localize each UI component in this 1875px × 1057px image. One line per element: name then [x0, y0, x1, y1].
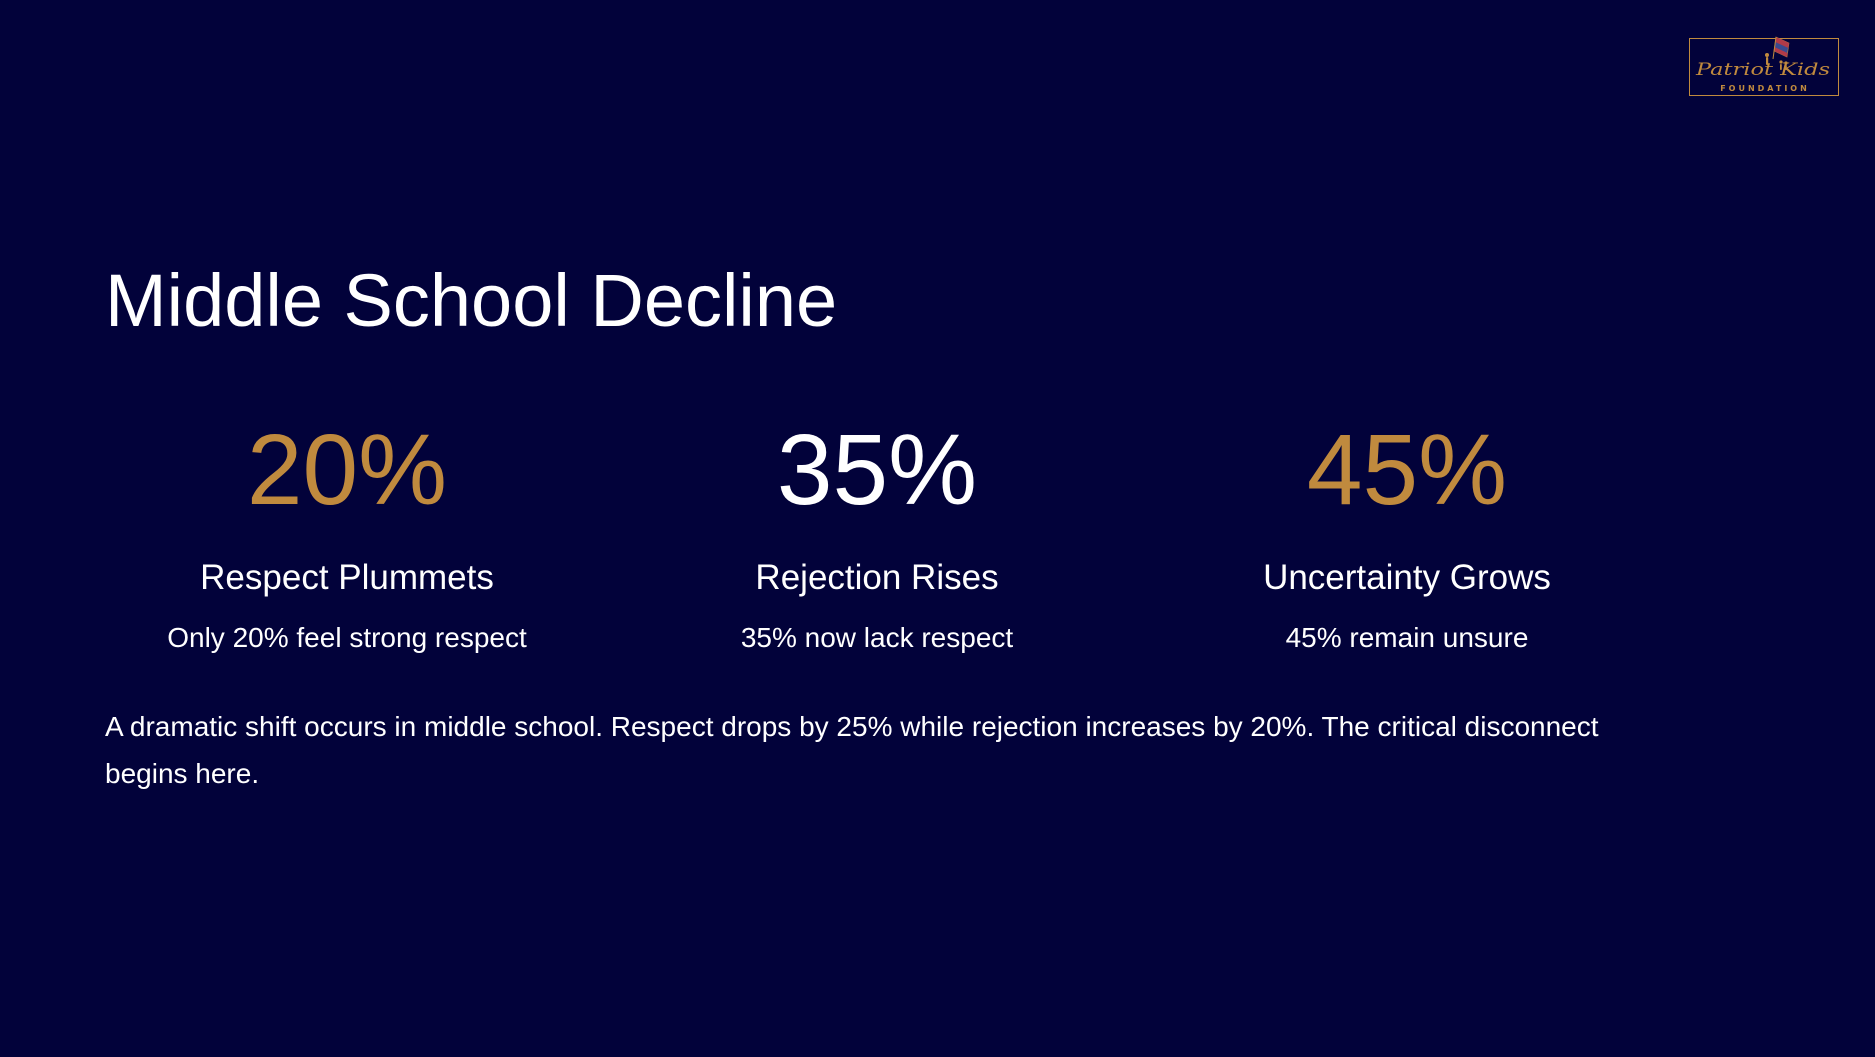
stat-heading: Uncertainty Grows [1263, 558, 1551, 597]
logo-graphic: Patriot Kids FOUNDATION [1695, 36, 1831, 93]
body-paragraph: A dramatic shift occurs in middle school… [105, 711, 1599, 789]
children-icon [1765, 53, 1788, 70]
stat-heading: Rejection Rises [755, 558, 999, 597]
stat-description: 35% now lack respect [740, 622, 1014, 653]
slide-title: Middle School Decline [105, 259, 838, 342]
patriot-kids-foundation-logo: Patriot Kids FOUNDATION [1689, 36, 1839, 96]
stat-heading: Respect Plummets [200, 558, 494, 597]
logo-subtitle: FOUNDATION [1720, 84, 1810, 93]
stat-value: 45% [1306, 414, 1508, 526]
flag-icon [1772, 36, 1790, 60]
stat-card-respect: 20% Respect Plummets Only 20% feel stron… [87, 410, 607, 655]
stat-description: 45% remain unsure [1285, 622, 1529, 653]
stat-description: Only 20% feel strong respect [167, 622, 527, 653]
stat-card-rejection: 35% Rejection Rises 35% now lack respect [617, 410, 1137, 655]
stat-value: 35% [776, 414, 978, 526]
logo-script-text: Patriot Kids [1695, 60, 1831, 80]
stat-card-uncertainty: 45% Uncertainty Grows 45% remain unsure [1147, 410, 1667, 655]
stat-value: 20% [246, 414, 448, 526]
